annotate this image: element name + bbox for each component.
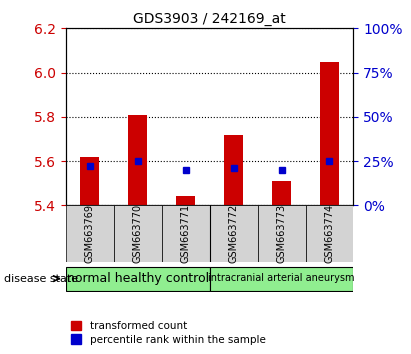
FancyBboxPatch shape — [258, 205, 305, 262]
Bar — [320, 62, 339, 205]
Legend: transformed count, percentile rank within the sample: transformed count, percentile rank withi… — [71, 321, 266, 344]
Text: normal healthy control: normal healthy control — [67, 272, 209, 285]
FancyBboxPatch shape — [66, 205, 114, 262]
Title: GDS3903 / 242169_at: GDS3903 / 242169_at — [133, 12, 286, 26]
Bar — [224, 135, 243, 205]
Bar — [176, 196, 195, 205]
Text: GSM663769: GSM663769 — [85, 204, 95, 263]
Text: GSM663771: GSM663771 — [181, 204, 191, 263]
Text: GSM663774: GSM663774 — [325, 204, 335, 263]
FancyBboxPatch shape — [210, 267, 353, 291]
FancyBboxPatch shape — [162, 205, 210, 262]
Text: GSM663770: GSM663770 — [133, 204, 143, 263]
FancyBboxPatch shape — [210, 205, 258, 262]
FancyBboxPatch shape — [66, 267, 210, 291]
Bar — [80, 156, 99, 205]
Text: GSM663772: GSM663772 — [229, 204, 238, 263]
FancyBboxPatch shape — [114, 205, 162, 262]
Bar — [272, 181, 291, 205]
Bar — [128, 115, 147, 205]
Text: disease state: disease state — [4, 274, 78, 284]
FancyBboxPatch shape — [305, 205, 353, 262]
Text: GSM663773: GSM663773 — [277, 204, 286, 263]
Text: intracranial arterial aneurysm: intracranial arterial aneurysm — [208, 273, 355, 283]
